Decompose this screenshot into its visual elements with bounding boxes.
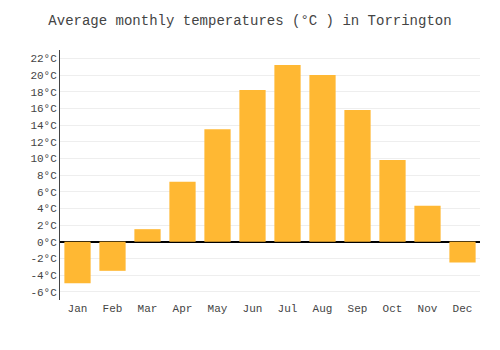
svg-text:Nov: Nov <box>418 303 438 315</box>
svg-text:6°C: 6°C <box>37 187 57 199</box>
svg-text:0°C: 0°C <box>37 237 57 249</box>
svg-text:22°C: 22°C <box>30 53 57 65</box>
svg-text:Mar: Mar <box>138 303 158 315</box>
svg-text:Jan: Jan <box>68 303 88 315</box>
svg-text:Dec: Dec <box>453 303 473 315</box>
svg-text:16°C: 16°C <box>30 103 57 115</box>
svg-text:Feb: Feb <box>103 303 123 315</box>
svg-text:18°C: 18°C <box>30 87 57 99</box>
svg-text:20°C: 20°C <box>30 70 57 82</box>
svg-text:-2°C: -2°C <box>30 253 57 265</box>
svg-text:Apr: Apr <box>173 303 193 315</box>
svg-text:14°C: 14°C <box>30 120 57 132</box>
svg-text:2°C: 2°C <box>37 220 57 232</box>
svg-text:Average monthly temperatures (: Average monthly temperatures (°C ) in To… <box>48 13 451 29</box>
svg-text:Sep: Sep <box>348 303 368 315</box>
svg-text:10°C: 10°C <box>30 153 57 165</box>
svg-text:12°C: 12°C <box>30 137 57 149</box>
svg-text:Aug: Aug <box>313 303 333 315</box>
svg-text:-4°C: -4°C <box>30 270 57 282</box>
svg-text:Jun: Jun <box>243 303 263 315</box>
svg-text:Oct: Oct <box>383 303 403 315</box>
svg-text:Jul: Jul <box>278 303 298 315</box>
svg-text:8°C: 8°C <box>37 170 57 182</box>
svg-text:May: May <box>208 303 228 315</box>
svg-text:-6°C: -6°C <box>30 287 57 299</box>
svg-text:4°C: 4°C <box>37 203 57 215</box>
